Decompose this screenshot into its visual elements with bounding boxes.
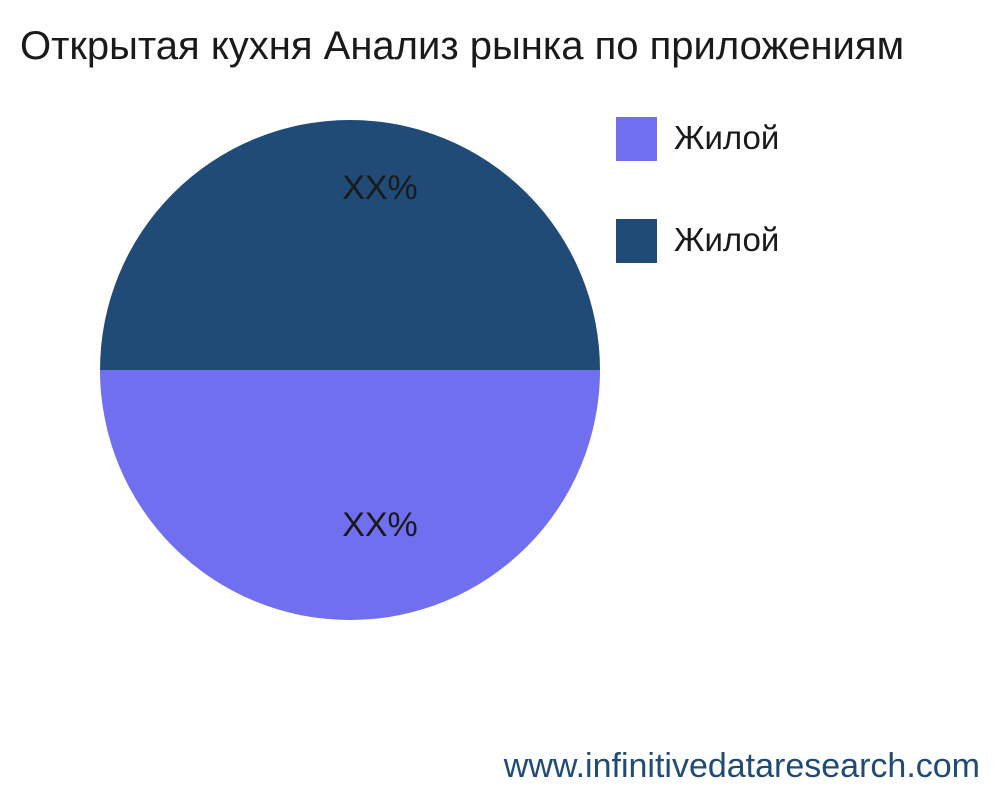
svg-text:XX%: XX% (342, 506, 418, 544)
svg-text:XX%: XX% (342, 169, 418, 207)
